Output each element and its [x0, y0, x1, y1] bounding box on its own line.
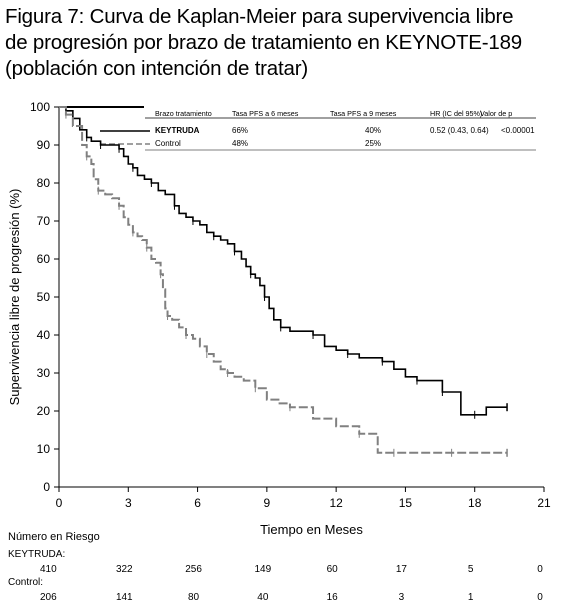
risk-count: 40 [257, 592, 269, 603]
y-tick-label: 80 [37, 176, 51, 190]
risk-count: 1 [468, 592, 474, 603]
risk-table-title: Número en Riesgo [8, 531, 100, 543]
legend-header: Brazo tratamiento [155, 109, 212, 118]
figure-title-line-3: (población con intención de tratar) [5, 57, 308, 80]
risk-count: 0 [537, 564, 543, 575]
y-tick-label: 100 [30, 100, 50, 114]
risk-count: 80 [188, 592, 200, 603]
x-tick-label: 3 [125, 496, 132, 510]
risk-row-label: KEYTRUDA: [8, 549, 65, 560]
x-tick-label: 12 [329, 496, 343, 510]
risk-count: 149 [255, 564, 272, 575]
x-tick-label: 6 [194, 496, 201, 510]
legend-arm: KEYTRUDA [155, 126, 200, 135]
y-tick-label: 40 [37, 328, 51, 342]
risk-count: 60 [327, 564, 339, 575]
legend-pfs6: 48% [232, 139, 248, 148]
legend-header: HR (IC del 95%) [430, 109, 482, 118]
risk-count: 256 [185, 564, 202, 575]
figure-title-line-2: de progresión por brazo de tratamiento e… [5, 31, 522, 54]
y-axis-title: Supervivencia libre de progresión (%) [7, 189, 22, 406]
legend-pfs9: 40% [365, 126, 381, 135]
legend-pfs6: 66% [232, 126, 248, 135]
y-tick-label: 90 [37, 138, 51, 152]
y-tick-label: 20 [37, 404, 51, 418]
legend-arm: Control [155, 139, 181, 148]
km-curve-control [59, 106, 508, 454]
x-tick-label: 9 [264, 496, 271, 510]
km-curve-keytruda [59, 106, 508, 416]
risk-count: 17 [396, 564, 408, 575]
legend-hr: 0.52 (0.43, 0.64) [430, 126, 489, 135]
legend-p: <0.00001 [501, 126, 535, 135]
y-tick-label: 60 [37, 252, 51, 266]
y-tick-label: 50 [37, 290, 51, 304]
risk-count: 5 [468, 564, 474, 575]
risk-count: 322 [116, 564, 133, 575]
x-tick-label: 21 [537, 496, 551, 510]
x-tick-label: 18 [468, 496, 482, 510]
legend-header: Valor de p [480, 109, 512, 118]
risk-row-label: Control: [8, 577, 43, 588]
x-axis-title: Tiempo en Meses [260, 522, 363, 537]
risk-count: 206 [40, 592, 57, 603]
figure-title: Figura 7: Curva de Kaplan-Meier para sup… [5, 4, 557, 82]
legend-header: Tasa PFS a 6 meses [232, 109, 299, 118]
x-tick-label: 0 [56, 496, 63, 510]
legend-header: Tasa PFS a 9 meses [330, 109, 397, 118]
y-tick-label: 0 [43, 480, 50, 494]
legend-pfs9: 25% [365, 139, 381, 148]
risk-count: 410 [40, 564, 57, 575]
figure-title-line-1: Figura 7: Curva de Kaplan-Meier para sup… [5, 5, 514, 28]
y-tick-label: 70 [37, 214, 51, 228]
risk-count: 141 [116, 592, 133, 603]
risk-count: 0 [537, 592, 543, 603]
risk-count: 3 [399, 592, 405, 603]
y-tick-label: 30 [37, 366, 51, 380]
risk-count: 16 [327, 592, 339, 603]
y-tick-label: 10 [37, 442, 51, 456]
x-tick-label: 15 [399, 496, 413, 510]
